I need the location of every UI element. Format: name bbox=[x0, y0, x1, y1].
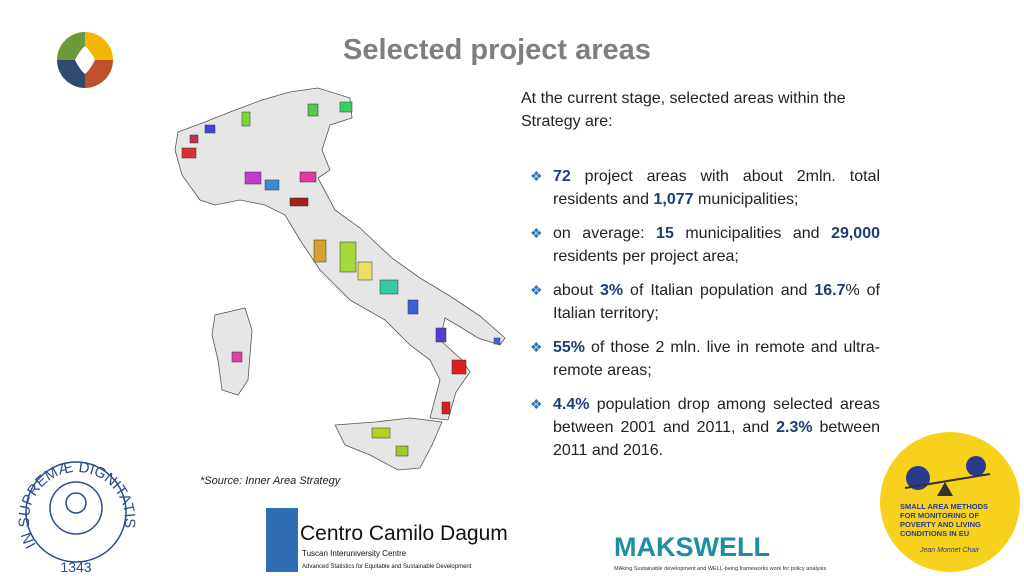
bullet-text: % of Italian territory; bbox=[553, 282, 881, 322]
bullet-bold-text: 55% bbox=[553, 339, 586, 356]
bullet-text: of those 2 mln. live in remote and ultra… bbox=[553, 339, 880, 379]
bullet-bold-text: 72 bbox=[553, 168, 571, 185]
bullet-bold-text: 3% bbox=[599, 282, 624, 299]
dagum-name: Centro Camilo Dagum bbox=[300, 522, 508, 545]
bullet-bold-text: 15 bbox=[656, 225, 674, 242]
dagum-logo: Centro Camilo Dagum Tuscan Interuniversi… bbox=[266, 508, 508, 572]
intro-text: At the current stage, selected areas wit… bbox=[521, 90, 846, 130]
logo-emblem bbox=[57, 32, 113, 88]
bullet-bold-text: 29,000 bbox=[831, 225, 880, 242]
seal-logo: IN SUPREMÆ DIGNITATIS 1343 bbox=[16, 459, 138, 575]
bullet: on average: 15 municipalities and 29,000… bbox=[528, 222, 880, 268]
dagum-line1: Tuscan Interuniversity Centre bbox=[302, 549, 407, 558]
bullet-text: project areas with about 2mln. total res… bbox=[553, 168, 880, 208]
bullet-bold-text: 16.7 bbox=[814, 282, 846, 299]
bullet-text: between 2011 and 2016. bbox=[553, 419, 881, 459]
chair-subtitle: Jean Monnet Chair bbox=[919, 547, 980, 554]
bullet: about 3% of Italian population and 16.7%… bbox=[528, 279, 880, 325]
seal-year: 1343 bbox=[60, 559, 91, 575]
chair-title: SMALL AREA METHODS FOR MONITORING OF POV… bbox=[900, 502, 989, 538]
bullet-list: 72 project areas with about 2mln. total … bbox=[528, 165, 880, 473]
bullet-bold-text: 2.3% bbox=[776, 419, 813, 436]
bullet-text: municipalities and bbox=[673, 225, 832, 242]
dagum-line2: Advanced Statistics for Equitable and Su… bbox=[302, 564, 472, 570]
bullet: 4.4% population drop among selected area… bbox=[528, 393, 880, 462]
makswell-name: MAKSWELL bbox=[614, 532, 770, 562]
makswell-logo: MAKSWELL MAking Sustainable development … bbox=[614, 532, 826, 572]
slide-title: Selected project areas bbox=[343, 34, 651, 66]
makswell-tagline: MAking Sustainable development and WELL-… bbox=[614, 566, 826, 572]
bullet: 72 project areas with about 2mln. total … bbox=[528, 165, 880, 211]
bullet-text: of Italian population and bbox=[623, 282, 815, 299]
bullet-text: municipalities; bbox=[693, 191, 799, 208]
source-note: *Source: Inner Area Strategy bbox=[200, 475, 341, 487]
bullet-bold-text: 1,077 bbox=[653, 191, 694, 208]
bullet: 55% of those 2 mln. live in remote and u… bbox=[528, 336, 880, 382]
bullet-text: residents per project area; bbox=[553, 248, 739, 265]
bullet-text: population drop among selected areas bet… bbox=[553, 396, 880, 436]
italy-map bbox=[174, 87, 506, 471]
bullet-text: about bbox=[553, 282, 600, 299]
chair-logo: SMALL AREA METHODS FOR MONITORING OF POV… bbox=[880, 432, 1020, 572]
project-areas bbox=[181, 101, 501, 457]
bullet-text: on average: bbox=[553, 225, 657, 242]
bullet-bold-text: 4.4% bbox=[553, 396, 590, 413]
